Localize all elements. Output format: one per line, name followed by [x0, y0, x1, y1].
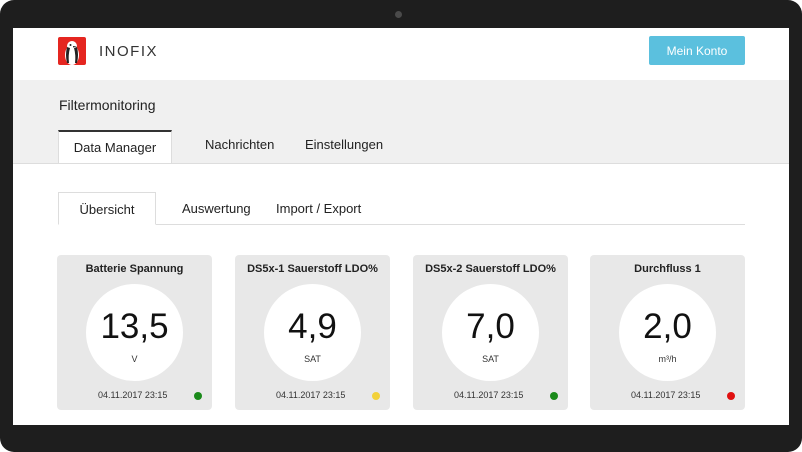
card-timestamp: 04.11.2017 23:15 — [276, 390, 346, 400]
card-timestamp: 04.11.2017 23:15 — [98, 390, 168, 400]
top-bar: INOFIX Mein Konto — [13, 28, 789, 80]
value-gauge: 4,9 SAT — [264, 284, 361, 381]
camera-dot — [395, 11, 402, 18]
card-title: DS5x-2 Sauerstoff LDO% — [425, 263, 556, 275]
sensor-card-ds5x-1[interactable]: DS5x-1 Sauerstoff LDO% 4,9 SAT 04.11.201… — [235, 255, 390, 410]
card-timestamp: 04.11.2017 23:15 — [454, 390, 524, 400]
page-title: Filtermonitoring — [59, 97, 156, 113]
card-timestamp: 04.11.2017 23:15 — [631, 390, 701, 400]
app-screen: INOFIX Mein Konto Filtermonitoring Data … — [13, 28, 789, 425]
card-title: Durchfluss 1 — [634, 263, 701, 275]
card-title: Batterie Spannung — [85, 263, 184, 275]
card-title: DS5x-1 Sauerstoff LDO% — [247, 263, 378, 275]
status-dot-icon — [372, 392, 380, 400]
sensor-card-batterie[interactable]: Batterie Spannung 13,5 V 04.11.2017 23:1… — [57, 255, 212, 410]
sub-tab-bar: Übersicht Auswertung Import / Export — [58, 192, 745, 225]
gauge-unit: V — [131, 354, 138, 364]
status-dot-icon — [727, 392, 735, 400]
gauge-value: 4,9 — [288, 307, 337, 346]
sensor-card-durchfluss[interactable]: Durchfluss 1 2,0 m³/h 04.11.2017 23:15 — [590, 255, 745, 410]
value-gauge: 2,0 m³/h — [619, 284, 716, 381]
page-header: Filtermonitoring Data Manager Nachrichte… — [13, 80, 789, 164]
subtab-uebersicht[interactable]: Übersicht — [58, 192, 156, 225]
value-gauge: 7,0 SAT — [442, 284, 539, 381]
gauge-unit: SAT — [482, 354, 499, 364]
brand-name: INOFIX — [99, 43, 159, 60]
tab-einstellungen[interactable]: Einstellungen — [305, 137, 384, 152]
gauge-value: 7,0 — [466, 307, 515, 346]
tab-nachrichten[interactable]: Nachrichten — [205, 137, 275, 152]
status-dot-icon — [194, 392, 202, 400]
subtab-import-export[interactable]: Import / Export — [276, 201, 362, 216]
gauge-unit: SAT — [304, 354, 321, 364]
gauge-unit: m³/h — [658, 354, 677, 364]
gauge-value: 2,0 — [643, 307, 692, 346]
my-account-button[interactable]: Mein Konto — [649, 36, 745, 65]
sensor-card-ds5x-2[interactable]: DS5x-2 Sauerstoff LDO% 7,0 SAT 04.11.201… — [413, 255, 568, 410]
status-dot-icon — [550, 392, 558, 400]
value-gauge: 13,5 V — [86, 284, 183, 381]
penguin-logo-icon[interactable] — [58, 37, 86, 65]
gauge-value: 13,5 — [100, 307, 169, 346]
subtab-auswertung[interactable]: Auswertung — [182, 201, 251, 216]
tab-data-manager[interactable]: Data Manager — [58, 130, 172, 163]
